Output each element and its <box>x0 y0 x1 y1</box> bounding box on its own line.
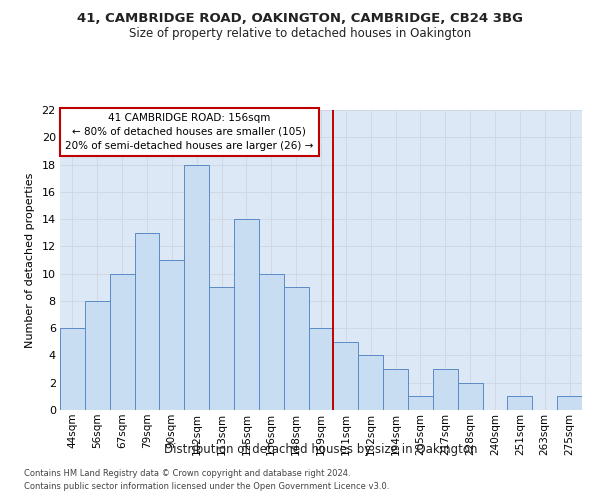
Bar <box>234 219 259 410</box>
Bar <box>184 164 209 410</box>
Bar <box>383 369 408 410</box>
Text: Size of property relative to detached houses in Oakington: Size of property relative to detached ho… <box>129 28 471 40</box>
Bar <box>60 328 85 410</box>
Bar <box>284 288 308 410</box>
Bar <box>408 396 433 410</box>
Bar <box>110 274 134 410</box>
Bar <box>557 396 582 410</box>
Bar <box>160 260 184 410</box>
Text: Distribution of detached houses by size in Oakington: Distribution of detached houses by size … <box>164 442 478 456</box>
Bar <box>259 274 284 410</box>
Bar <box>209 288 234 410</box>
Y-axis label: Number of detached properties: Number of detached properties <box>25 172 35 348</box>
Bar <box>433 369 458 410</box>
Bar <box>134 232 160 410</box>
Bar <box>85 301 110 410</box>
Text: 41 CAMBRIDGE ROAD: 156sqm
← 80% of detached houses are smaller (105)
20% of semi: 41 CAMBRIDGE ROAD: 156sqm ← 80% of detac… <box>65 112 313 150</box>
Bar <box>358 356 383 410</box>
Bar <box>334 342 358 410</box>
Bar <box>308 328 334 410</box>
Text: Contains HM Land Registry data © Crown copyright and database right 2024.: Contains HM Land Registry data © Crown c… <box>24 468 350 477</box>
Bar <box>508 396 532 410</box>
Bar <box>458 382 482 410</box>
Text: 41, CAMBRIDGE ROAD, OAKINGTON, CAMBRIDGE, CB24 3BG: 41, CAMBRIDGE ROAD, OAKINGTON, CAMBRIDGE… <box>77 12 523 26</box>
Text: Contains public sector information licensed under the Open Government Licence v3: Contains public sector information licen… <box>24 482 389 491</box>
